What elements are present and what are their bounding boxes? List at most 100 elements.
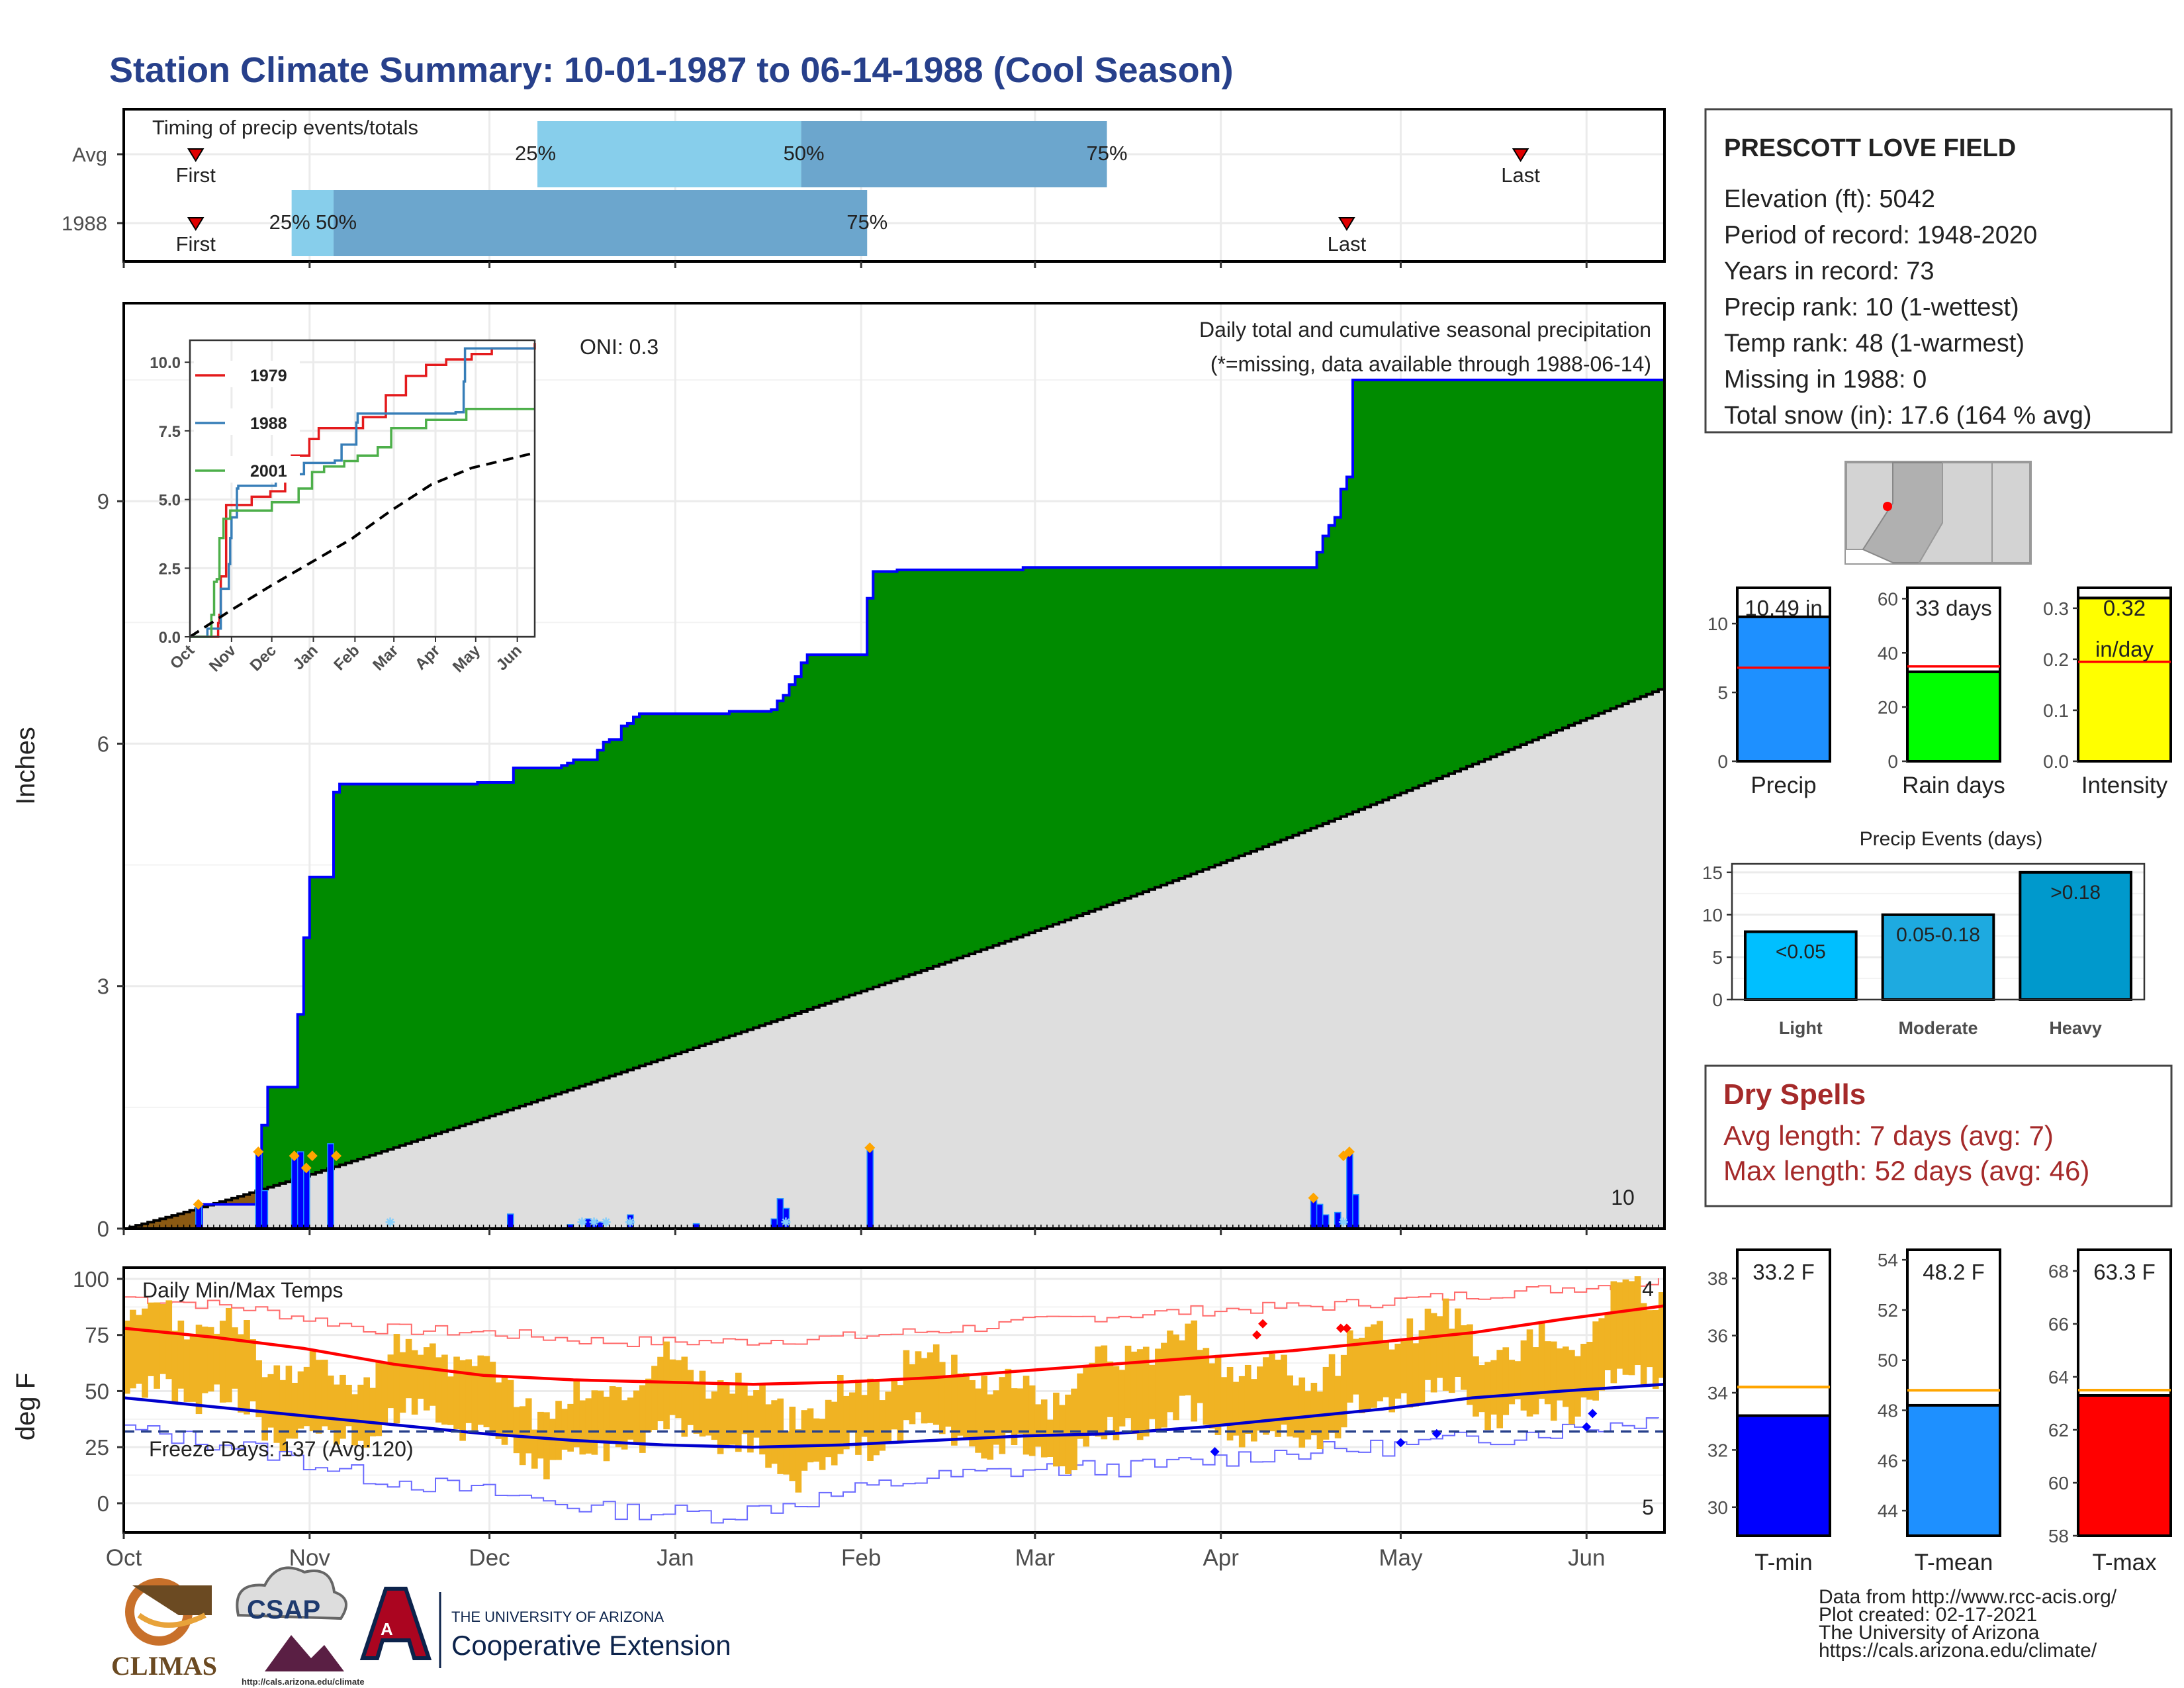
summary-bar [2077,596,2172,763]
temp-summary-tick-label: 64 [2048,1367,2069,1387]
daily-temp-bar [1388,1349,1395,1413]
daily-temp-bar [879,1400,886,1451]
daily-temp-bar [1371,1324,1377,1408]
daily-temp-bar [987,1394,994,1460]
footer: CLIMAS CSAP http://cals.arizona.edu/clim… [111,1566,2117,1687]
daily-temp-bar [1448,1329,1455,1393]
summary-bar-value: 33 days [1915,596,1992,620]
inset-bg [190,340,535,637]
temp-summary-name: T-mean [1915,1550,1993,1575]
daily-temp-bar [585,1398,592,1454]
daily-temp-bar [705,1398,712,1436]
daily-temp-bar [1580,1344,1587,1398]
inset-legend-bg [194,456,300,483]
daily-temp-bar [741,1385,748,1434]
big-event-diamond [289,1150,300,1162]
daily-temp-bar [345,1384,352,1427]
station-box-frame [1704,108,2173,434]
daily-temp-bar [411,1350,418,1415]
daily-temp-bar [1442,1298,1449,1391]
temperature-panel: 0 25 50 75 100 Oct Nov Dec Jan Feb Mar Apr May Jun deg… [11,1266,1666,1571]
events-bar-label: >0.18 [2050,882,2101,904]
temp-summary-tick-label: 30 [1707,1497,1728,1518]
daily-temp-bar [1520,1340,1527,1411]
footer-line-3: The University of Arizona [1819,1622,2040,1644]
summary-bar-tick-label: 0.1 [2043,700,2069,721]
timing-q1-bar [537,121,801,187]
daily-temp-bar [285,1366,293,1439]
daily-temp-bar [525,1398,532,1454]
daily-temp-bar [861,1395,868,1437]
daily-temp-bar [1473,1356,1479,1417]
footer-line-1: Data from http://www.rcc-acis.org/ [1819,1586,2117,1608]
daily-precip-bar [776,1198,784,1229]
daily-temp-bar [171,1331,179,1404]
ua-logo-letter: A [381,1619,393,1639]
daily-temp-bar [369,1387,377,1436]
daily-temp-bar [1359,1337,1365,1413]
precip-y-axis-label: Inches [11,727,40,805]
temp-panel-title: Daily Min/Max Temps [142,1278,343,1302]
daily-temp-bar [1586,1342,1593,1400]
temp-y-tick-label: 75 [85,1323,109,1348]
daily-temp-bar [657,1356,664,1421]
map-new-mexico [1918,462,1993,563]
daily-temp-bar [561,1409,568,1450]
daily-temp-bar [405,1338,412,1399]
daily-temp-bar [477,1355,484,1425]
big-event-diamond [1308,1192,1319,1203]
daily-temp-bar [1173,1335,1179,1421]
csap-logo: CSAP http://cals.arizona.edu/climate [236,1566,365,1687]
daily-precip-bar [770,1218,778,1229]
freeze-days-label: Freeze Days: 137 (Avg:120) [149,1437,414,1461]
daily-temp-bar [136,1315,142,1384]
daily-temp-bar [1287,1375,1293,1437]
record-low-marker [1432,1429,1441,1438]
precip-y-tick-label: 6 [97,731,109,756]
daily-temp-bar [1467,1324,1473,1405]
precip-events-title: Precip Events (days) [1860,828,2043,850]
daily-temp-bar [1634,1276,1641,1366]
summary-bar-tick-label: 10 [1707,614,1728,634]
timing-title: Timing of precip events/totals [152,116,418,139]
events-bar [1881,913,1995,1001]
daily-temp-bar [417,1354,424,1399]
daily-temp-bar [735,1372,742,1452]
daily-temp-bar [321,1360,328,1427]
daily-temp-bar [261,1377,269,1441]
daily-temp-bar [675,1360,682,1419]
daily-temp-bar [1293,1385,1300,1438]
daily-temp-bar [1250,1379,1257,1442]
daily-temp-bar [142,1308,148,1398]
daily-temp-bar [124,1320,130,1394]
daily-temp-bar [1118,1370,1126,1427]
temp-frame [122,1266,1666,1534]
temp-summary-value: 33.2 F [1752,1260,1815,1284]
timing-p50-label: 50% [784,142,825,165]
average-precip-area [124,687,1664,1229]
summary-bar-tick-label: 0.3 [2043,598,2069,619]
daily-temp-bar [1569,1350,1575,1425]
month-label: Feb [841,1545,881,1571]
record-high-count: 4 [1642,1277,1654,1301]
daily-temp-bar [273,1365,281,1443]
daily-precip-bar [296,1151,304,1229]
daily-temp-bar [207,1327,214,1392]
temp-summary-bar [1906,1403,2001,1537]
daily-temp-bar [1646,1310,1653,1368]
daily-temp-bar [1400,1338,1408,1393]
daily-temp-bar [1479,1365,1485,1413]
daily-temp-bar [423,1347,430,1411]
station-name: PRESCOTT LOVE FIELD [1724,134,2016,162]
daily-temp-bar [1179,1340,1185,1396]
daily-temp-bar [1040,1399,1048,1458]
daily-temp-bar [1508,1360,1516,1405]
station-location-dot [1883,502,1892,511]
daily-temp-bar [1316,1391,1324,1450]
daily-temp-bar [1436,1316,1443,1378]
daily-temp-bar [1574,1356,1581,1417]
month-label: Apr [1203,1545,1239,1571]
timing-p75-label: 75% [1087,142,1128,165]
daily-temp-bar [1563,1346,1569,1407]
average-cumulative-line [124,687,1666,1230]
